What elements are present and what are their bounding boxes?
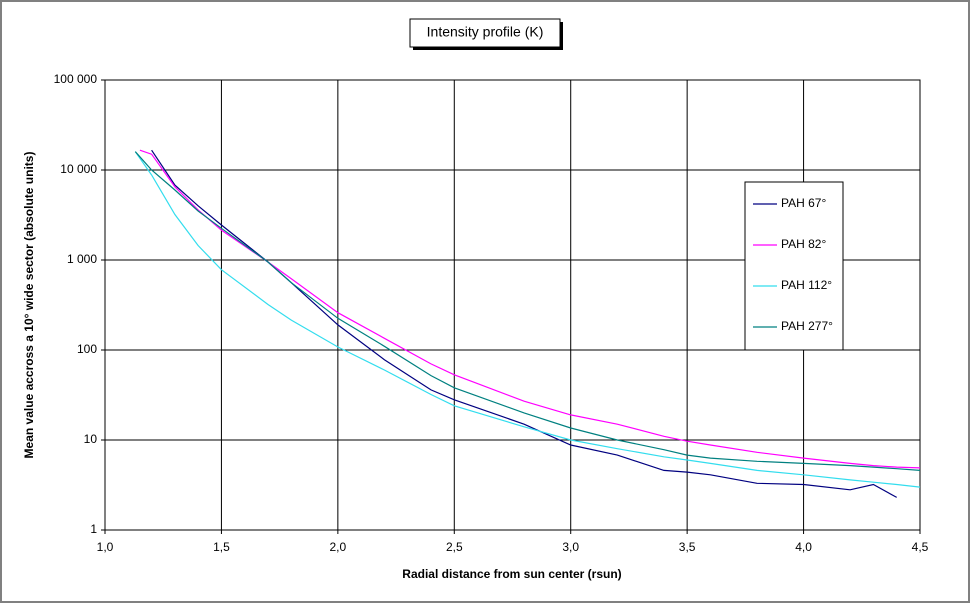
legend-box	[744, 181, 844, 351]
y-tick-label: 100 000	[54, 72, 98, 86]
x-tick-label: 1,5	[213, 540, 230, 554]
title-box	[409, 18, 561, 48]
series-line	[134, 151, 921, 471]
y-tick-label: 1	[90, 522, 97, 536]
y-tick-label: 1 000	[67, 252, 97, 266]
y-axis-label: Mean value accross a 10° wide sector (ab…	[22, 152, 36, 459]
legend-label: PAH 67°	[781, 196, 826, 210]
x-tick-label: 2,0	[330, 540, 347, 554]
legend-label: PAH 277°	[781, 319, 833, 333]
y-tick-label: 100	[77, 342, 97, 356]
x-tick-label: 1,0	[97, 540, 114, 554]
x-tick-label: 2,5	[446, 540, 463, 554]
series-line	[134, 151, 921, 488]
y-tick-label: 10	[84, 432, 98, 446]
y-tick-label: 10 000	[60, 162, 97, 176]
x-tick-label: 3,0	[562, 540, 579, 554]
legend-label: PAH 82°	[781, 237, 826, 251]
series-line	[151, 149, 897, 498]
legend-label: PAH 112°	[781, 278, 832, 292]
x-axis-label: Radial distance from sun center (rsun)	[402, 567, 621, 581]
x-tick-label: 4,5	[912, 540, 929, 554]
series-line	[139, 149, 921, 469]
x-tick-label: 4,0	[795, 540, 812, 554]
x-tick-label: 3,5	[679, 540, 696, 554]
plot-border	[104, 79, 921, 531]
chart-title: Intensity profile (K)	[427, 24, 544, 40]
